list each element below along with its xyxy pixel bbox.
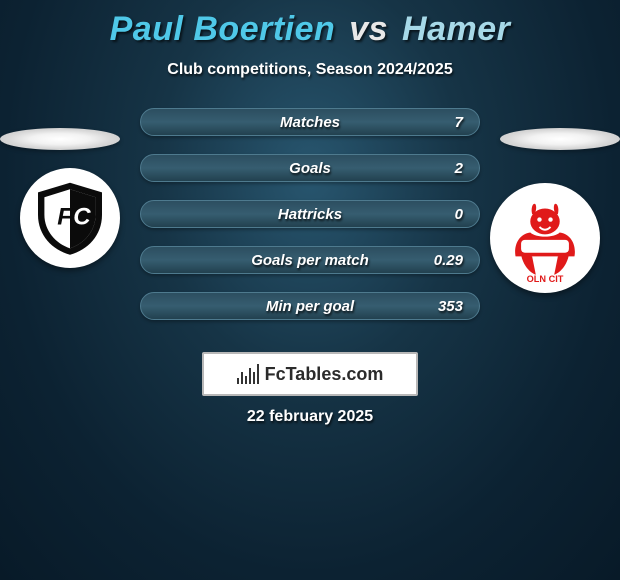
stat-row-hattricks: Hattricks 0 xyxy=(140,200,480,228)
pedestal-left xyxy=(0,128,120,150)
stat-row-min-per-goal: Min per goal 353 xyxy=(140,292,480,320)
team-crest-right: OLN CIT xyxy=(490,183,600,293)
stat-label: Hattricks xyxy=(141,201,479,229)
team-crest-left: F C xyxy=(20,168,120,268)
stat-value: 0.29 xyxy=(434,247,463,275)
brand-badge: FcTables.com xyxy=(202,352,418,396)
stat-label: Goals per match xyxy=(141,247,479,275)
shield-icon: F C xyxy=(30,178,110,258)
comparison-stage: F C OLN CIT Matches 7 Goals 2 Hatt xyxy=(0,108,620,368)
imp-icon: OLN CIT xyxy=(499,192,591,284)
brand-text: FcTables.com xyxy=(265,364,384,385)
svg-text:C: C xyxy=(73,203,91,230)
stat-value: 2 xyxy=(455,155,463,183)
stat-bars: Matches 7 Goals 2 Hattricks 0 Goals per … xyxy=(140,108,480,338)
stat-row-goals-per-match: Goals per match 0.29 xyxy=(140,246,480,274)
stat-label: Matches xyxy=(141,109,479,137)
pedestal-right xyxy=(500,128,620,150)
title-left: Paul Boertien xyxy=(110,10,336,48)
bar-chart-icon xyxy=(237,364,259,384)
stat-label: Min per goal xyxy=(141,293,479,321)
date-text: 22 february 2025 xyxy=(0,408,620,426)
stat-value: 353 xyxy=(438,293,463,321)
stat-row-matches: Matches 7 xyxy=(140,108,480,136)
title-right: Hamer xyxy=(402,10,510,48)
stat-value: 7 xyxy=(455,109,463,137)
svg-text:F: F xyxy=(57,203,73,230)
stat-row-goals: Goals 2 xyxy=(140,154,480,182)
stat-value: 0 xyxy=(455,201,463,229)
stat-label: Goals xyxy=(141,155,479,183)
page-title: Paul Boertien vs Hamer xyxy=(0,0,620,49)
svg-text:OLN CIT: OLN CIT xyxy=(527,274,564,284)
title-vs: vs xyxy=(349,10,388,48)
subtitle: Club competitions, Season 2024/2025 xyxy=(0,61,620,79)
